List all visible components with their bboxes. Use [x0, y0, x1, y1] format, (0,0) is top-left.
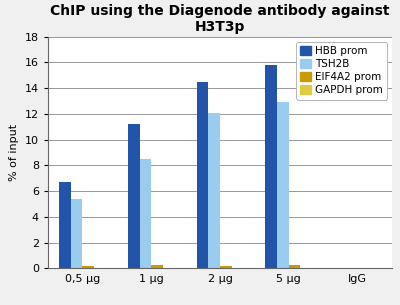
Bar: [220, 266, 232, 268]
Bar: [71, 199, 82, 268]
Bar: [266, 65, 277, 268]
Bar: [277, 102, 289, 268]
Legend: HBB prom, TSH2B, EIF4A2 prom, GAPDH prom: HBB prom, TSH2B, EIF4A2 prom, GAPDH prom: [296, 42, 387, 99]
Title: ChIP using the Diagenode antibody against
H3T3p: ChIP using the Diagenode antibody agains…: [50, 4, 390, 34]
Bar: [197, 82, 208, 268]
Bar: [82, 267, 94, 268]
Bar: [289, 265, 300, 268]
Bar: [59, 182, 71, 268]
Bar: [151, 265, 163, 268]
Y-axis label: % of input: % of input: [9, 124, 19, 181]
Bar: [208, 113, 220, 268]
Bar: [140, 159, 151, 268]
Bar: [128, 124, 140, 268]
